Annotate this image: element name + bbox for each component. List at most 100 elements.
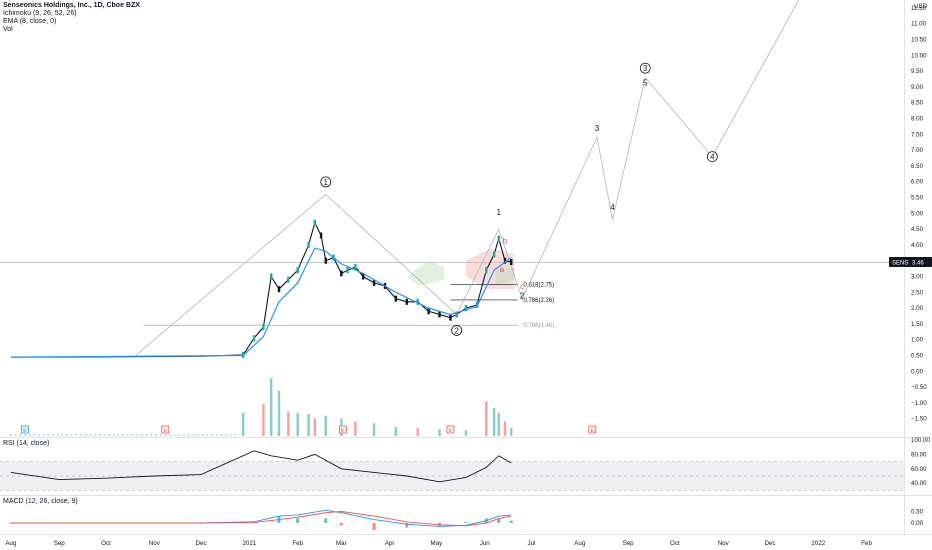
time-axis-tick: Sep: [54, 540, 66, 547]
price-candle: [354, 264, 357, 271]
price-candle: [394, 295, 398, 302]
price-axis-tick: 5.00: [911, 210, 924, 217]
price-candle: [475, 301, 479, 308]
volume-bar: [225, 434, 227, 436]
volume-bar: [277, 390, 281, 436]
volume-bar: [215, 434, 218, 436]
rsi-axis-tick: 60.00: [911, 466, 927, 473]
volume-bar: [497, 412, 500, 436]
price-candle: [405, 298, 408, 305]
earnings-marker-letter: E: [23, 428, 27, 434]
volume-bar: [229, 434, 232, 436]
price-badge-bg: [889, 257, 932, 267]
wave-path: [135, 0, 800, 356]
time-axis-tick: Feb: [292, 540, 303, 547]
volume-bar: [164, 434, 166, 436]
macd-histogram-bar: [339, 523, 343, 526]
volume-bar: [492, 408, 496, 436]
macd-histogram-bar: [464, 522, 468, 523]
volume-bar: [354, 421, 357, 436]
volume-bar: [211, 434, 213, 436]
volume-bar: [241, 412, 245, 436]
volume-bar: [438, 429, 441, 436]
time-axis-tick: 2021: [242, 540, 256, 547]
price-axis-tick: 10.50: [911, 37, 927, 44]
price-candle: [510, 259, 513, 265]
volume-bar: [85, 434, 87, 436]
price-candle: [427, 308, 430, 315]
price-candle: [324, 257, 327, 264]
volume-bar: [47, 434, 50, 436]
wave-label: a: [500, 265, 505, 274]
earnings-marker: [446, 425, 455, 434]
volume-bar: [183, 434, 185, 436]
price-axis-tick: 3.00: [911, 274, 924, 281]
legend-symbol: Senseonics Holdings, Inc., 1D, Cboe BZX: [3, 2, 140, 9]
macd-histogram-bar: [509, 520, 513, 523]
volume-bar: [307, 413, 310, 436]
volume-bar: [52, 434, 54, 436]
volume-bar: [122, 434, 124, 436]
volume-bar: [28, 434, 31, 436]
volume-bar: [150, 434, 152, 436]
price-axis-tick: 8.50: [911, 100, 924, 107]
rsi-axis-tick: 40.00: [911, 480, 927, 487]
price-candle: [372, 279, 376, 286]
wave-label: 1: [497, 208, 502, 217]
legend-ema[interactable]: EMA (8, close, 0): [3, 18, 57, 25]
fib-level-label: 0.786(2.26): [523, 298, 554, 304]
time-axis-tick: Oct: [670, 540, 680, 547]
price-candle: [492, 251, 496, 258]
ichimoku-cloud-bear: [466, 248, 515, 290]
volume-bar: [99, 434, 101, 436]
wave-label: 2: [520, 292, 525, 301]
volume-bar: [324, 415, 327, 436]
price-candle: [296, 267, 299, 274]
volume-bar: [394, 427, 398, 436]
price-axis-tick: 6.00: [911, 179, 924, 186]
volume-bar: [89, 434, 92, 436]
legend-vol[interactable]: Vol: [3, 26, 13, 33]
wave-label: b: [503, 236, 508, 245]
volume-bar: [485, 401, 488, 436]
price-axis-tick: 4.50: [911, 226, 924, 233]
price-axis-tick: 2.00: [911, 305, 924, 312]
volume-bar: [117, 434, 120, 436]
volume-bar: [296, 412, 299, 436]
earnings-marker-letter: E: [163, 428, 167, 434]
legend-ichimoku[interactable]: Ichimoku (9, 26, 52, 26): [3, 10, 77, 17]
price-badge-value: 3.46: [912, 261, 924, 267]
wave-label: 1: [324, 178, 329, 187]
price-axis-tick: −1.50: [911, 416, 927, 423]
earnings-marker: [21, 425, 29, 434]
volume-bar: [56, 434, 59, 436]
volume-bar: [38, 434, 40, 436]
rsi-label[interactable]: RSI (14, close): [3, 440, 50, 447]
volume-bar: [270, 378, 273, 436]
macd-label[interactable]: MACD (12, 26, close, 9): [3, 498, 78, 505]
time-axis-tick: 2022: [811, 540, 825, 547]
earnings-marker: [588, 425, 597, 434]
price-candle: [503, 257, 507, 264]
volume-bar: [234, 434, 237, 436]
time-axis-tick: Nov: [149, 540, 161, 547]
fib-level-label: 0.618(2.75): [523, 282, 554, 288]
time-axis-tick: Aug: [574, 540, 586, 547]
price-candle: [307, 241, 310, 248]
time-axis-tick: Jul: [528, 540, 536, 547]
volume-bar: [127, 434, 129, 436]
macd-axis-tick: 0.00: [911, 520, 924, 527]
wave-label: 2: [454, 326, 459, 335]
earnings-marker: [161, 425, 170, 434]
macd-axis-tick: 0.50: [911, 509, 924, 516]
volume-bar: [66, 434, 68, 436]
volume-bar: [197, 434, 199, 436]
volume-bar: [145, 434, 148, 436]
earnings-marker: [338, 425, 347, 434]
time-axis-tick: Oct: [101, 540, 111, 547]
volume-bar: [113, 434, 115, 436]
volume-bar: [464, 430, 468, 436]
price-axis-tick: 7.50: [911, 131, 924, 138]
wave-label: 5: [643, 78, 648, 87]
